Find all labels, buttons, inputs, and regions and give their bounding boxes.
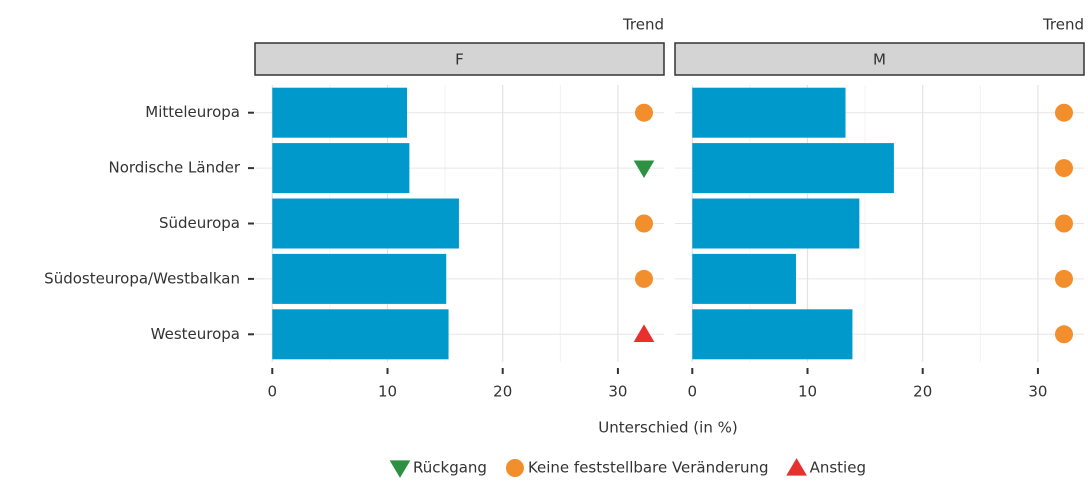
- bar: [272, 143, 410, 194]
- trend-header: Trend: [622, 16, 664, 34]
- bar: [272, 253, 447, 304]
- x-tick-label: 30: [608, 383, 627, 401]
- trend-marker: [635, 269, 653, 288]
- trend-marker: [1055, 103, 1073, 122]
- x-tick-label: 10: [798, 383, 817, 401]
- trend-header: Trend: [1042, 16, 1084, 34]
- y-tick-label: Westeuropa: [151, 325, 240, 343]
- bar: [692, 309, 853, 360]
- bar: [692, 198, 860, 249]
- facet-label: F: [455, 51, 464, 69]
- y-tick-label: Nordische Länder: [108, 159, 240, 177]
- y-tick-label: Südeuropa: [159, 214, 240, 232]
- facet-strip: [254, 42, 665, 76]
- trend-marker: [1055, 214, 1073, 233]
- x-tick-label: 0: [268, 383, 278, 401]
- x-axis-label: Unterschied (in %): [598, 419, 737, 437]
- trend-marker: [633, 160, 655, 178]
- trend-marker: [1055, 269, 1073, 288]
- y-tick-label: Südosteuropa/Westbalkan: [44, 269, 240, 287]
- legend-label: Anstieg: [810, 459, 866, 477]
- x-tick-label: 20: [913, 383, 932, 401]
- bar: [692, 143, 894, 194]
- bar: [272, 309, 449, 360]
- x-tick-label: 0: [688, 383, 698, 401]
- bar: [272, 198, 459, 249]
- legend-marker: [786, 458, 807, 476]
- legend-label: Rückgang: [413, 459, 487, 477]
- trend-marker: [635, 103, 653, 122]
- trend-marker: [635, 214, 653, 233]
- trend-marker: [1055, 325, 1073, 344]
- facet-label: M: [873, 51, 886, 69]
- bar: [692, 253, 796, 304]
- x-tick-label: 20: [493, 383, 512, 401]
- legend-label: Keine feststellbare Veränderung: [528, 459, 769, 477]
- trend-marker: [633, 324, 655, 342]
- y-tick-label: Mitteleuropa: [145, 103, 240, 121]
- x-tick-label: 30: [1028, 383, 1047, 401]
- legend-marker: [505, 459, 524, 477]
- x-tick-label: 10: [378, 383, 397, 401]
- trend-marker: [1055, 159, 1073, 178]
- bar: [692, 87, 846, 138]
- legend-marker: [389, 460, 411, 478]
- bar: [272, 87, 408, 138]
- facet-strip: [674, 42, 1085, 76]
